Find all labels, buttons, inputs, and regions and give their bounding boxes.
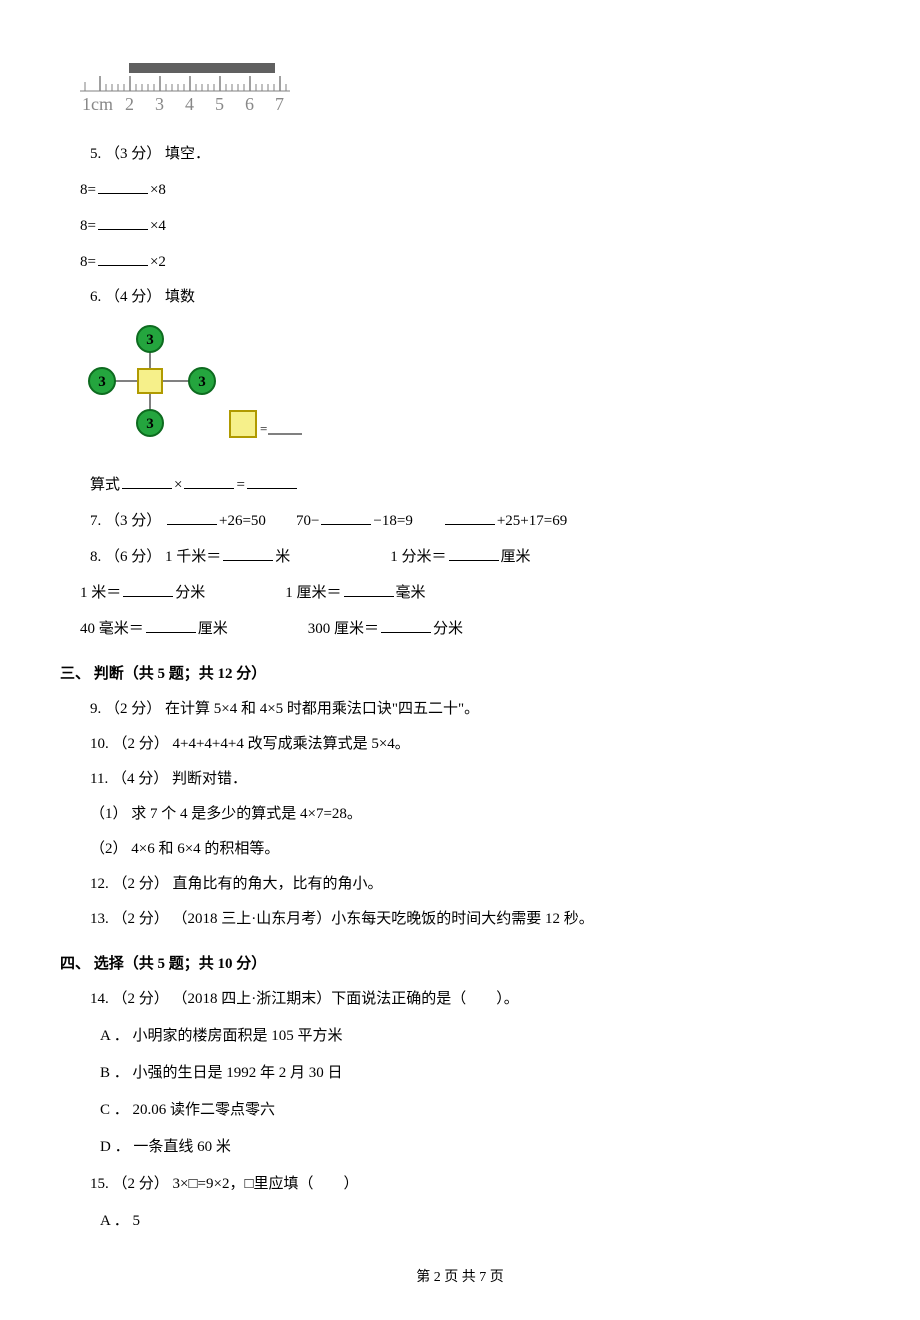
blank: [167, 507, 217, 525]
q14-c: C ． 20.06 读作二零点零六: [80, 1097, 840, 1124]
q11-s1: （1） 求 7 个 4 是多少的算式是 4×7=28。: [80, 801, 840, 828]
page-footer: 第 2 页 共 7 页: [80, 1265, 840, 1290]
q6-header: 6. （4 分） 填数: [80, 284, 840, 311]
q14-b: B ． 小强的生日是 1992 年 2 月 30 日: [80, 1060, 840, 1087]
q8-l1a-suf: 米: [275, 549, 290, 565]
q8-l3b-suf: 分米: [433, 621, 463, 637]
q5-eq3-right: ×2: [150, 254, 166, 270]
q5-eq3-left: 8=: [80, 254, 96, 270]
ruler-label-4: 4: [185, 94, 194, 114]
node-top-label: 3: [146, 332, 154, 348]
blank: [223, 543, 273, 561]
q8-l2a-pre: 1 米＝: [80, 585, 121, 601]
q8-l1a-pre: 8. （6 分） 1 千米＝: [90, 549, 221, 565]
q5-eq1-left: 8=: [80, 182, 96, 198]
q7-p2-pre: 70−: [296, 513, 319, 529]
ruler-label-6: 6: [245, 94, 254, 114]
blank: [146, 615, 196, 633]
q15-header: 15. （2 分） 3×□=9×2，□里应填（ ）: [80, 1171, 840, 1198]
result-square: [230, 411, 256, 437]
center-square: [138, 369, 162, 393]
q12: 12. （2 分） 直角比有的角大，比有的角小。: [80, 871, 840, 898]
q5-eq1-right: ×8: [150, 182, 166, 198]
node-left-label: 3: [98, 374, 106, 390]
q6-formula-prefix: 算式: [90, 477, 120, 493]
q8-l3a-suf: 厘米: [198, 621, 228, 637]
q8-line2: 1 米＝ 分米 1 厘米＝ 毫米: [80, 579, 840, 607]
q14-header: 14. （2 分） （2018 四上·浙江期末）下面说法正确的是（ ）。: [80, 986, 840, 1013]
q9: 9. （2 分） 在计算 5×4 和 4×5 时都用乘法口诀"四五二十"。: [80, 696, 840, 723]
node-right-label: 3: [198, 374, 206, 390]
node-bottom-label: 3: [146, 416, 154, 432]
q8-l1b-pre: 1 分米＝: [390, 549, 446, 565]
blank: [123, 579, 173, 597]
ruler-label-3: 3: [155, 94, 164, 114]
q5-eq2-left: 8=: [80, 218, 96, 234]
blank: [122, 471, 172, 489]
q7-prefix: 7. （3 分）: [90, 513, 165, 529]
q5-header: 5. （3 分） 填空．: [80, 141, 840, 168]
q8-l2a-suf: 分米: [175, 585, 205, 601]
q11-s2: （2） 4×6 和 6×4 的积相等。: [80, 836, 840, 863]
q7-p2-suf: −18=9: [373, 513, 412, 529]
measured-bar: [129, 63, 275, 73]
q8-line3: 40 毫米＝ 厘米 300 厘米＝ 分米: [80, 615, 840, 643]
q11-header: 11. （4 分） 判断对错．: [80, 766, 840, 793]
eq-symbol: =: [260, 421, 267, 436]
blank: [321, 507, 371, 525]
blank: [344, 579, 394, 597]
ruler-diagram: 1cm 2 3 4 5 6 7: [80, 60, 840, 126]
q7: 7. （3 分） +26=50 70− −18=9 +25+17=69: [80, 507, 840, 535]
ruler-label-1: 1cm: [82, 94, 113, 114]
q13: 13. （2 分） （2018 三上·山东月考）小东每天吃晚饭的时间大约需要 1…: [80, 906, 840, 933]
q14-d: D ． 一条直线 60 米: [80, 1134, 840, 1161]
q6-formula-times: ×: [174, 477, 182, 493]
q8-l2b-suf: 毫米: [396, 585, 426, 601]
blank: [184, 471, 234, 489]
q7-p1: +26=50: [219, 513, 266, 529]
q15-a: A ． 5: [80, 1208, 840, 1235]
q5-eq2-right: ×4: [150, 218, 166, 234]
ruler-label-7: 7: [275, 94, 284, 114]
blank: [98, 212, 148, 230]
q5-eq3: 8= ×2: [80, 248, 840, 276]
blank: [98, 176, 148, 194]
q6-formula-eq: =: [236, 477, 244, 493]
section4-heading: 四、 选择（共 5 题；共 10 分）: [60, 951, 840, 978]
q5-eq2: 8= ×4: [80, 212, 840, 240]
q14-a: A ． 小明家的楼房面积是 105 平方米: [80, 1023, 840, 1050]
q7-p3: +25+17=69: [497, 513, 567, 529]
q5-eq1: 8= ×8: [80, 176, 840, 204]
section3-heading: 三、 判断（共 5 题；共 12 分）: [60, 661, 840, 688]
q8-l3a-pre: 40 毫米＝: [80, 621, 144, 637]
blank: [449, 543, 499, 561]
q8-l3b-pre: 300 厘米＝: [308, 621, 379, 637]
blank: [247, 471, 297, 489]
q8-line1: 8. （6 分） 1 千米＝ 米 1 分米＝ 厘米: [80, 543, 840, 571]
q10: 10. （2 分） 4+4+4+4+4 改写成乘法算式是 5×4。: [80, 731, 840, 758]
blank: [381, 615, 431, 633]
q6-formula: 算式 × =: [80, 471, 840, 499]
q8-l2b-pre: 1 厘米＝: [285, 585, 341, 601]
blank: [445, 507, 495, 525]
ruler-label-5: 5: [215, 94, 224, 114]
blank: [98, 248, 148, 266]
q8-l1b-suf: 厘米: [501, 549, 531, 565]
ruler-label-2: 2: [125, 94, 134, 114]
q6-diagram: 3 3 3 3 =: [80, 321, 840, 461]
